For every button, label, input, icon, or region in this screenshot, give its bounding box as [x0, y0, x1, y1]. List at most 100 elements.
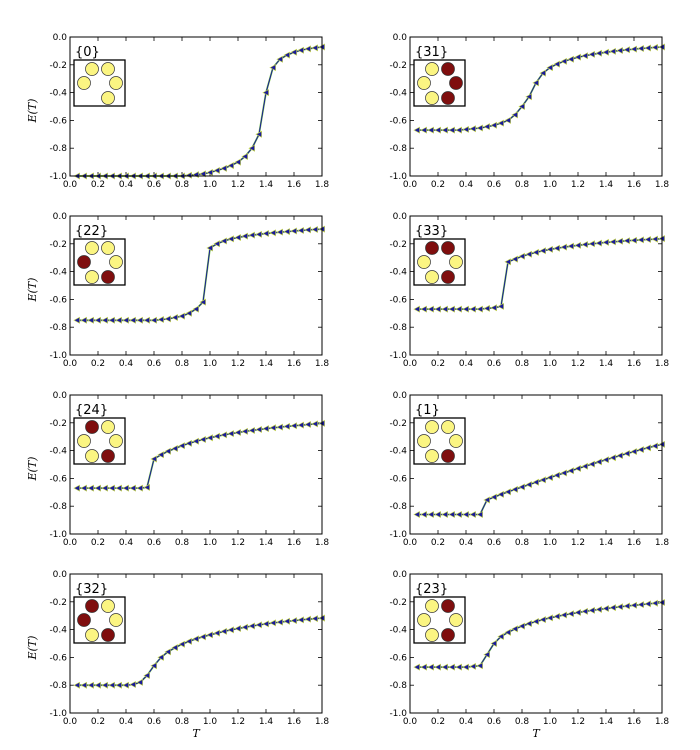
x-axis-label: T [532, 727, 541, 740]
data-marker [630, 45, 637, 53]
data-marker [644, 444, 651, 452]
x-tick-label: 0.6 [487, 180, 502, 190]
data-marker [609, 604, 616, 612]
y-tick-label: -1.0 [49, 172, 67, 182]
data-marker [623, 450, 630, 458]
data-marker [574, 53, 581, 61]
data-marker [476, 124, 483, 132]
data-marker [150, 316, 157, 324]
data-marker [427, 126, 434, 134]
data-marker [553, 471, 560, 479]
data-marker [518, 483, 525, 491]
data-marker [427, 663, 434, 671]
data-marker [553, 60, 560, 68]
y-tick-label: -0.4 [49, 89, 67, 99]
data-marker [220, 431, 227, 439]
x-tick-label: 0.0 [403, 180, 418, 190]
x-tick-label: 1.0 [203, 538, 218, 548]
data-marker [129, 681, 136, 689]
data-marker [644, 44, 651, 52]
yellow-disk [85, 628, 99, 642]
data-marker [476, 662, 483, 670]
data-marker [206, 244, 213, 252]
y-tick-label: 0.0 [393, 212, 408, 222]
y-tick-label: -0.4 [49, 626, 67, 636]
x-tick-label: 0.8 [515, 538, 530, 548]
data-marker [602, 604, 609, 612]
data-marker [532, 248, 539, 256]
y-tick-label: -0.2 [49, 419, 67, 429]
panel-label: {31} [415, 45, 448, 60]
data-marker [311, 615, 318, 623]
data-marker [213, 432, 220, 440]
x-tick-label: 1.8 [655, 359, 670, 369]
data-marker [434, 663, 441, 671]
red-disk [77, 255, 91, 269]
y-tick-label: 0.0 [53, 33, 68, 43]
panel-label: {32} [75, 582, 108, 597]
data-marker [546, 614, 553, 622]
y-tick-label: -0.6 [49, 474, 67, 484]
data-marker [420, 305, 427, 313]
red-disk [85, 420, 99, 434]
data-marker [157, 316, 164, 324]
x-tick-label: 0.4 [459, 359, 474, 369]
data-marker [651, 43, 658, 51]
data-marker [511, 625, 518, 633]
data-marker [588, 460, 595, 468]
data-marker [80, 681, 87, 689]
data-marker [581, 462, 588, 470]
data-marker [539, 247, 546, 255]
data-marker [651, 235, 658, 243]
data-marker [234, 234, 241, 242]
data-marker [241, 232, 248, 240]
x-tick-label: 1.8 [315, 538, 330, 548]
data-marker [171, 313, 178, 321]
x-tick-label: 0.8 [515, 359, 530, 369]
data-marker [420, 511, 427, 519]
data-marker [122, 316, 129, 324]
data-marker [525, 481, 532, 489]
x-tick-label: 0.6 [147, 717, 162, 727]
x-tick-label: 1.0 [203, 180, 218, 190]
data-marker [164, 447, 171, 455]
data-marker [87, 316, 94, 324]
y-tick-label: -0.6 [49, 653, 67, 663]
data-marker [80, 316, 87, 324]
data-marker [213, 166, 220, 174]
x-tick-label: 0.0 [63, 180, 78, 190]
y-tick-label: -0.4 [389, 268, 407, 278]
data-marker [483, 651, 490, 659]
data-marker [234, 429, 241, 437]
data-marker [497, 119, 504, 127]
data-marker [511, 255, 518, 263]
y-tick-label: -0.4 [389, 89, 407, 99]
data-marker [283, 228, 290, 236]
data-marker [644, 235, 651, 243]
y-tick-label: -0.8 [49, 144, 67, 154]
data-marker [206, 169, 213, 177]
data-marker [448, 305, 455, 313]
x-tick-label: 1.6 [287, 538, 302, 548]
y-tick-label: 0.0 [393, 391, 408, 401]
data-marker [227, 430, 234, 438]
data-marker [213, 629, 220, 637]
data-marker [434, 305, 441, 313]
data-marker [192, 305, 199, 313]
data-marker [630, 236, 637, 244]
data-marker [623, 237, 630, 245]
data-marker [199, 435, 206, 443]
y-tick-label: -0.4 [389, 447, 407, 457]
x-tick-label: 1.8 [655, 180, 670, 190]
chart-panel: 0.0 0.2 0.4 0.6 0.8 1.0 1.2 1.4 1.6 1.8 0.0 -0.2 -0.… [389, 33, 669, 190]
y-tick-label: -0.6 [389, 653, 407, 663]
data-marker [476, 511, 483, 519]
x-tick-label: 0.8 [175, 717, 190, 727]
data-marker [311, 420, 318, 428]
data-marker [297, 421, 304, 429]
data-marker [588, 606, 595, 614]
yellow-disk [101, 91, 115, 105]
x-tick-label: 1.2 [571, 538, 585, 548]
data-marker [518, 622, 525, 630]
